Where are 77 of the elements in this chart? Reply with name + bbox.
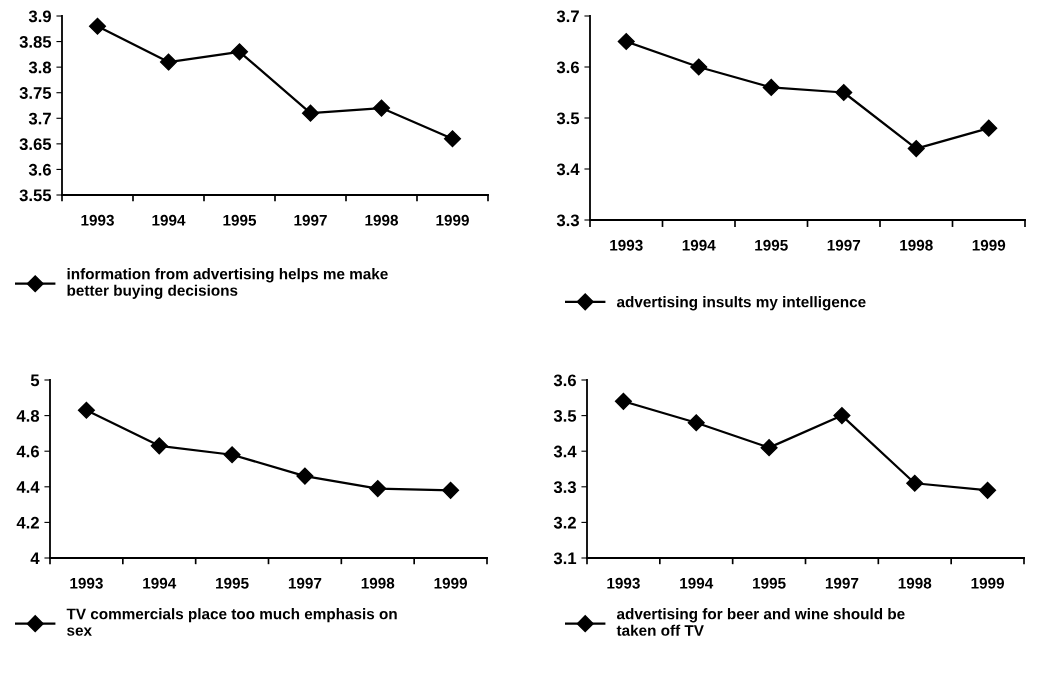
point bbox=[762, 78, 780, 96]
y-tick-label: 3.6 bbox=[28, 163, 51, 176]
x-tick-label: 1998 bbox=[898, 577, 932, 589]
x-tick-label: 1999 bbox=[436, 214, 469, 226]
y-tick-label: 3.7 bbox=[28, 112, 51, 125]
point bbox=[907, 140, 925, 158]
point bbox=[835, 83, 853, 102]
y-tick-label: 3.7 bbox=[556, 10, 579, 23]
x-tick-label: 1997 bbox=[288, 577, 322, 589]
point bbox=[88, 17, 107, 35]
y-tick-label: 3.3 bbox=[553, 481, 576, 494]
x-tick-label: 1998 bbox=[900, 239, 933, 251]
y-tick-label: 3.2 bbox=[553, 516, 576, 529]
x-tick-label: 1998 bbox=[361, 577, 395, 589]
x-tick-label: 1998 bbox=[365, 214, 399, 226]
y-tick-label: 3.5 bbox=[556, 112, 580, 125]
y-tick-label: 3.6 bbox=[553, 374, 576, 387]
y-tick-label: 4.4 bbox=[16, 481, 40, 493]
point bbox=[230, 43, 249, 61]
legend-label: advertising insults my intelligence bbox=[616, 296, 866, 311]
point bbox=[150, 437, 168, 455]
x-tick-label: 1997 bbox=[294, 214, 327, 226]
y-tick-label: 4.2 bbox=[16, 516, 39, 529]
x-tick-label: 1995 bbox=[755, 239, 788, 251]
x-tick-label: 1993 bbox=[610, 239, 643, 251]
y-tick-label: 3.65 bbox=[19, 138, 52, 151]
point bbox=[614, 392, 632, 410]
point bbox=[443, 130, 462, 148]
x-tick-label: 1993 bbox=[70, 577, 103, 589]
point bbox=[369, 480, 387, 498]
point bbox=[159, 53, 178, 71]
x-tick-label: 1999 bbox=[434, 577, 468, 589]
y-tick-label: 3.85 bbox=[19, 35, 52, 48]
point bbox=[906, 474, 924, 492]
x-tick-label: 1995 bbox=[223, 214, 257, 226]
point bbox=[687, 414, 705, 432]
point bbox=[690, 58, 708, 76]
y-tick-label: 3.9 bbox=[28, 10, 51, 23]
legend-label: TV commercials place too much emphasis on sex bbox=[66, 608, 397, 636]
point bbox=[980, 119, 998, 137]
y-tick-label: 3.8 bbox=[28, 61, 52, 74]
x-tick-label: 1999 bbox=[972, 239, 1006, 251]
point bbox=[979, 481, 997, 499]
y-tick-label: 3.4 bbox=[556, 163, 580, 176]
y-tick-label: 3.4 bbox=[553, 445, 577, 458]
y-tick-label: 3.3 bbox=[556, 214, 579, 227]
y-tick-label: 3.55 bbox=[19, 189, 52, 202]
legend-label: information from advertising helps me make better buying decisions bbox=[67, 268, 388, 299]
point bbox=[296, 467, 314, 485]
y-tick-label: 5 bbox=[30, 374, 40, 387]
point bbox=[77, 401, 95, 419]
x-tick-label: 1995 bbox=[216, 577, 249, 589]
x-tick-label: 1994 bbox=[680, 577, 714, 589]
y-tick-label: 3.1 bbox=[553, 552, 577, 565]
point bbox=[760, 439, 778, 457]
point bbox=[442, 481, 460, 499]
x-tick-label: 1994 bbox=[682, 239, 716, 251]
x-tick-label: 1995 bbox=[753, 577, 786, 589]
y-tick-label: 3.5 bbox=[553, 410, 577, 422]
x-tick-label: 1993 bbox=[81, 214, 114, 226]
x-tick-label: 1993 bbox=[607, 577, 640, 589]
y-tick-label: 3.6 bbox=[556, 61, 579, 74]
point bbox=[833, 407, 851, 425]
x-tick-label: 1994 bbox=[152, 214, 186, 226]
x-tick-label: 1997 bbox=[825, 577, 859, 589]
x-tick-label: 1999 bbox=[971, 577, 1005, 589]
legend-label: advertising for beer and wine should be taken off TV bbox=[616, 608, 905, 636]
x-tick-label: 1997 bbox=[827, 239, 861, 251]
point bbox=[301, 104, 320, 122]
y-tick-label: 4.8 bbox=[16, 410, 40, 422]
x-tick-label: 1994 bbox=[143, 577, 177, 589]
y-tick-label: 4.6 bbox=[16, 445, 39, 458]
point bbox=[372, 99, 391, 117]
y-tick-label: 3.75 bbox=[19, 87, 52, 99]
point bbox=[617, 32, 635, 51]
y-tick-label: 4 bbox=[30, 552, 40, 565]
point bbox=[223, 446, 241, 464]
